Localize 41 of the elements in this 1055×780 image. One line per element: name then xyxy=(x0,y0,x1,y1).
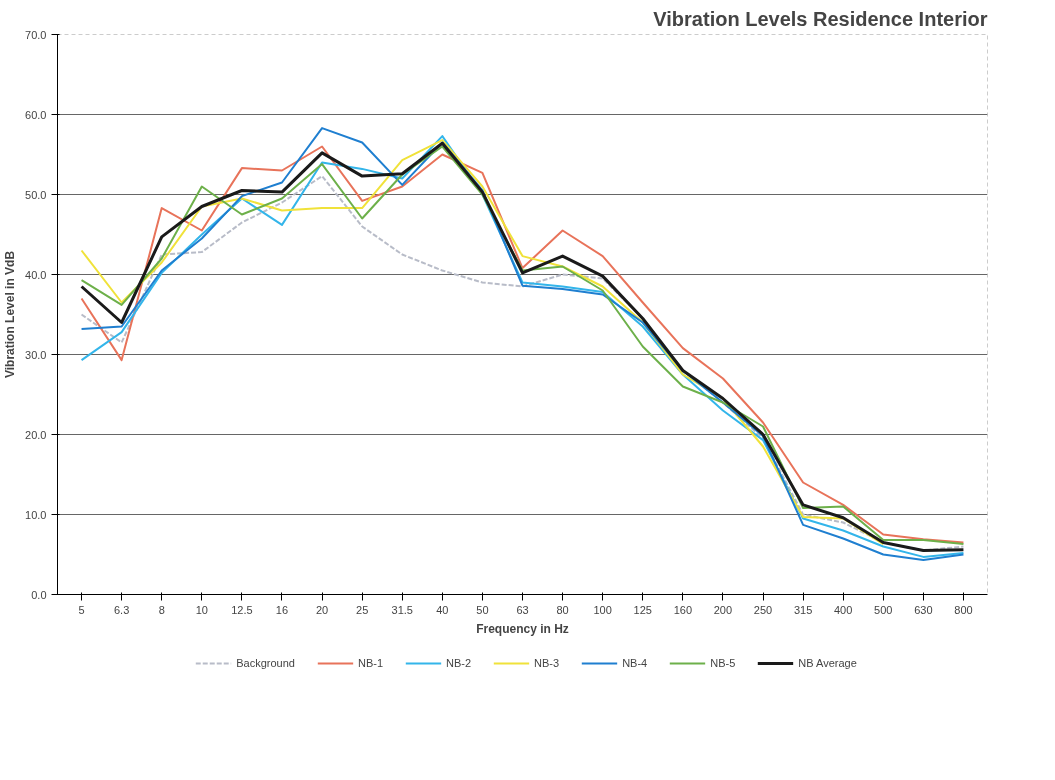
x-tick-label: 80 xyxy=(556,603,569,616)
y-tick-label: 20.0 xyxy=(25,428,47,441)
y-tick-label: 40.0 xyxy=(25,268,47,281)
x-tick-label: 50 xyxy=(476,603,489,616)
legend-label: Background xyxy=(236,657,295,669)
y-tick-label: 50.0 xyxy=(25,188,47,201)
y-axis-title: Vibration Level in VdB xyxy=(3,250,18,379)
x-tick-label: 500 xyxy=(874,603,893,616)
x-tick-label: 200 xyxy=(713,603,733,616)
y-tick-label: 10.0 xyxy=(25,508,47,521)
legend-label: NB Average xyxy=(798,657,857,669)
legend-label: NB-2 xyxy=(446,657,472,669)
legend-label: NB-5 xyxy=(710,657,736,669)
x-tick-label: 16 xyxy=(275,603,289,616)
x-tick-label: 160 xyxy=(673,603,693,616)
x-tick-label: 125 xyxy=(633,603,652,616)
y-tick-label: 30.0 xyxy=(25,348,47,361)
x-tick-label: 31.5 xyxy=(391,603,413,616)
x-tick-label: 20 xyxy=(315,603,329,616)
y-tick-label: 60.0 xyxy=(25,108,47,121)
y-tick-label: 0.0 xyxy=(31,588,47,601)
legend-label: NB-1 xyxy=(357,657,384,669)
y-tick-label: 70.0 xyxy=(25,28,47,41)
x-tick-label: 250 xyxy=(753,603,773,616)
x-tick-label: 40 xyxy=(436,603,449,616)
x-tick-label: 630 xyxy=(914,603,933,616)
x-tick-label: 5 xyxy=(78,603,85,616)
x-tick-label: 100 xyxy=(593,603,612,616)
x-tick-label: 800 xyxy=(954,603,973,616)
chart-title: Vibration Levels Residence Interior xyxy=(653,7,988,30)
x-tick-label: 6.3 xyxy=(113,603,130,616)
legend-label: NB-3 xyxy=(534,657,560,669)
x-tick-label: 63 xyxy=(516,603,529,616)
x-tick-label: 8 xyxy=(158,603,165,616)
x-tick-label: 12.5 xyxy=(231,603,253,616)
x-tick-label: 25 xyxy=(356,603,369,616)
x-axis-title: Frequency in Hz xyxy=(476,621,569,636)
x-tick-label: 400 xyxy=(834,603,853,616)
x-tick-label: 315 xyxy=(793,603,813,616)
x-tick-label: 10 xyxy=(195,603,208,616)
legend-label: NB-4 xyxy=(622,657,648,669)
